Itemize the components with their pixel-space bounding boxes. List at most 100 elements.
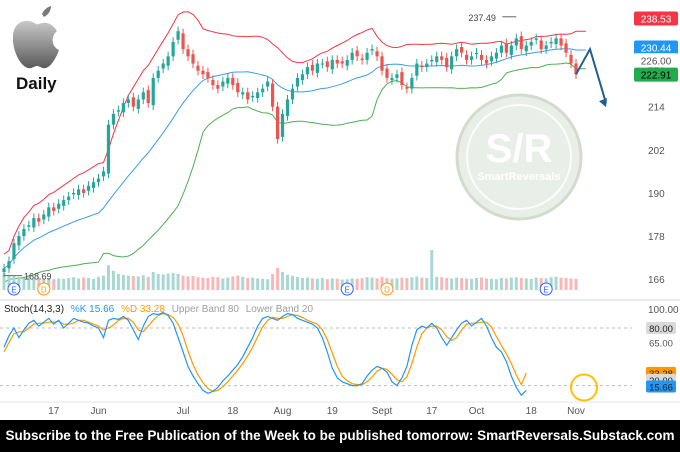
time-tick-label: 17 [48,406,60,417]
price-tick-label: 202 [648,146,665,157]
event-marker-label: D [41,286,47,295]
candle [445,57,449,68]
candle [390,77,394,81]
candle [261,88,265,93]
stoch-tag-label: 65.00 [649,338,673,349]
volume-bar [430,250,434,290]
stoch-upper-band-label: Upper Band 80 [171,304,239,315]
volume-bar [290,276,294,290]
volume-bar [2,273,6,290]
volume-bar [504,278,508,290]
candle [2,268,6,273]
candle [499,45,503,53]
upper-band-line [3,11,586,255]
volume-bar [236,275,240,290]
volume-bar [141,275,145,290]
candle [455,49,459,57]
volume-bar [450,278,454,290]
time-tick-label: 19 [327,406,339,417]
volume-bar [455,277,459,290]
candle [365,52,369,60]
event-marker-label: E [11,286,16,295]
volume-bar [470,278,474,290]
candle [72,192,76,195]
stoch-tick-label: 100.00 [648,305,679,316]
stoch-tag-label: 80.00 [649,324,673,335]
candle [111,113,116,125]
candle [67,196,71,201]
volume-bar [539,278,543,290]
volume-bar [370,277,374,290]
volume-bar [201,277,205,290]
high-marker-label: 237.49 [468,13,496,23]
time-tick-label: 17 [426,406,438,417]
volume-bar [395,278,399,290]
volume-bar [221,278,225,290]
volume-bar [17,276,21,290]
volume-bar [77,278,81,290]
candle [211,80,215,86]
price-tag-label: 222.91 [641,71,672,82]
volume-bar [251,277,255,290]
candle [539,40,543,50]
time-tick-label: 18 [227,406,239,417]
candle [116,110,120,112]
candle [221,81,225,87]
volume-bar [186,276,190,290]
candle [91,182,96,188]
price-tag [634,67,678,82]
event-marker-icon [7,282,21,296]
apple-logo-icon [8,6,64,98]
price-tag-label: 238.53 [641,14,672,25]
candle [216,85,220,89]
highlight-circle [570,373,598,402]
volume-bar [106,265,110,290]
volume-bar [475,278,479,290]
event-marker-icon [380,282,394,296]
volume-bar [390,278,394,290]
candle [370,49,374,51]
volume-bar [126,275,130,290]
event-marker-label: E [543,286,548,295]
volume-bar [365,277,369,290]
volume-bar [261,278,265,290]
candle [285,99,290,117]
volume-bar [380,276,384,290]
volume-bar [499,278,503,290]
candle [77,189,81,196]
candle [206,72,210,78]
volume-bar [72,277,76,290]
volume-bar [410,277,414,290]
candle [266,81,270,87]
candle [405,87,409,89]
volume-bar [286,274,290,290]
volume-bar [47,278,51,290]
candle [57,203,61,209]
price-tag [634,11,678,26]
volume-bar [350,278,354,290]
volume-bar [305,277,309,290]
stoch-tag [646,380,676,393]
volume-bar [300,278,304,290]
candle [62,200,66,206]
candle [425,63,429,68]
candle [494,52,499,59]
candle [290,88,295,100]
volume-bar [554,276,558,290]
stoch-k-line [3,311,527,397]
candle [435,56,439,63]
candle [574,63,578,75]
volume-bar [97,276,101,290]
event-marker-icon [37,282,51,296]
price-tag-label: 230.44 [641,44,672,55]
stoch-d-label: %D 33.28 [120,304,165,315]
candle [360,58,364,60]
candle [231,77,235,86]
event-marker-icon [539,282,553,296]
volume-bar [67,278,71,290]
candle [554,38,558,45]
candle [330,59,334,70]
watermark: S/R SmartReversals [454,92,584,222]
footer-banner: Subscribe to the Free Publication of the… [0,420,680,452]
candle [549,41,553,44]
